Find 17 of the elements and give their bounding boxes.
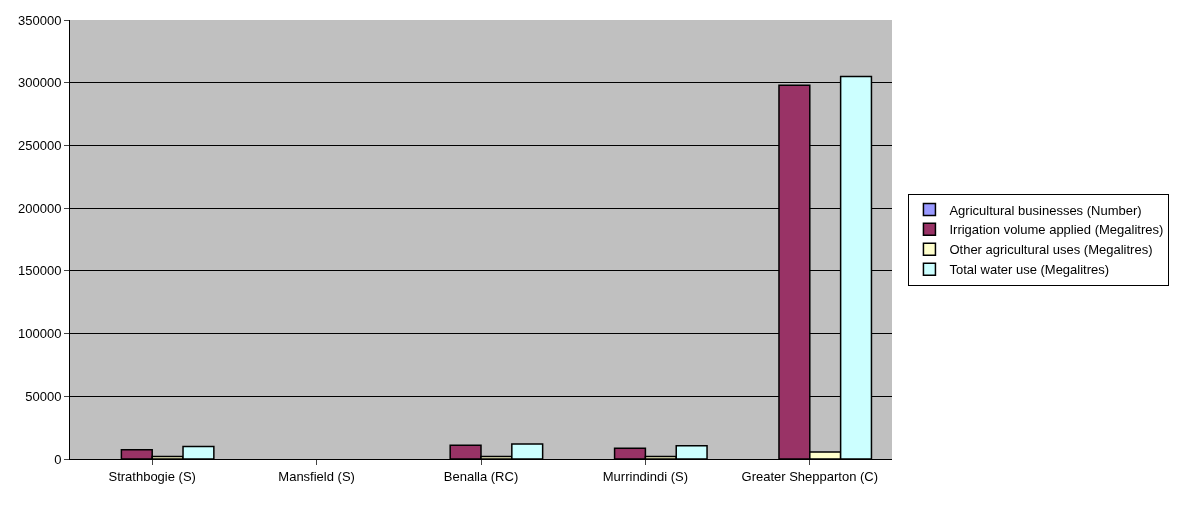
legend-label: Total water use (Megalitres) — [949, 262, 1110, 278]
legend-label: Other agricultural uses (Megalitres) — [949, 242, 1153, 258]
x-tick-label: Murrindindi (S) — [602, 468, 689, 484]
y-tick-label: 100000 — [18, 326, 62, 342]
x-tick-label: Strathbogie (S) — [108, 468, 196, 484]
x-tick-label: Benalla (RC) — [443, 468, 519, 484]
y-tick-label: 150000 — [18, 263, 62, 279]
y-tick-label: 250000 — [18, 137, 62, 153]
x-tick-label: Mansfield (S) — [278, 468, 355, 484]
x-tick-label: Greater Shepparton (C) — [741, 468, 879, 484]
legend-label: Irrigation volume applied (Megalitres) — [949, 222, 1164, 238]
y-tick-label: 350000 — [18, 12, 62, 28]
legend-label: Agricultural businesses (Number) — [949, 202, 1142, 218]
y-tick-label: 300000 — [18, 75, 62, 91]
y-tick-label: 0 — [54, 451, 62, 467]
y-tick-label: 50000 — [25, 388, 62, 404]
y-tick-label: 200000 — [18, 200, 62, 216]
